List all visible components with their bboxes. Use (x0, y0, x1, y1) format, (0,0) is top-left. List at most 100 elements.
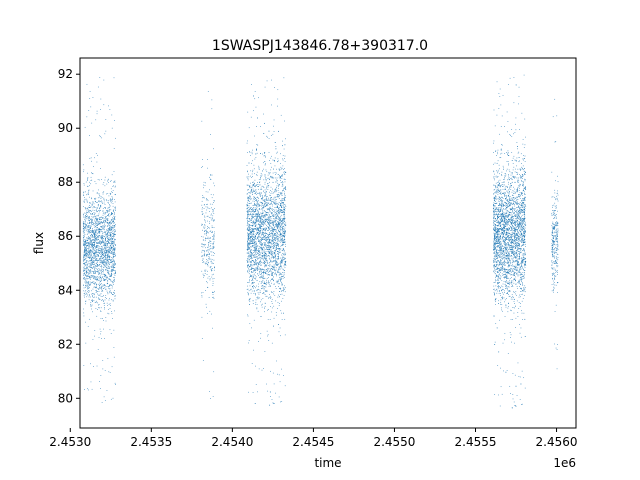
data-point (83, 244, 85, 245)
data-point (105, 217, 107, 218)
data-point (258, 211, 260, 213)
data-point (109, 228, 110, 230)
data-point (89, 235, 91, 237)
data-point (102, 193, 104, 195)
data-point (113, 252, 115, 253)
data-point (253, 319, 255, 321)
data-point (284, 198, 286, 200)
data-point (201, 255, 202, 257)
data-point (90, 271, 91, 273)
data-point (282, 260, 284, 262)
data-point (102, 242, 104, 243)
data-point (93, 236, 95, 238)
data-point (276, 275, 277, 277)
data-point (108, 261, 109, 263)
data-point (87, 177, 89, 178)
data-point (259, 205, 260, 207)
data-point (103, 270, 104, 272)
data-point (93, 230, 95, 232)
data-point (250, 250, 251, 252)
data-point (259, 269, 261, 270)
data-point (113, 210, 114, 212)
data-point (88, 254, 90, 256)
data-point (99, 232, 100, 234)
data-point (255, 235, 256, 237)
data-point (104, 256, 105, 257)
data-point (255, 233, 257, 235)
data-point (201, 208, 203, 210)
data-point (272, 159, 274, 161)
data-point (95, 266, 97, 267)
data-point (114, 270, 116, 272)
data-point (85, 249, 87, 251)
data-point (109, 329, 111, 331)
data-point (270, 223, 272, 224)
data-point (212, 246, 214, 248)
data-point (282, 253, 284, 254)
data-point (101, 290, 102, 292)
data-point (94, 157, 95, 159)
data-point (247, 212, 249, 213)
data-point (206, 254, 207, 255)
data-point (257, 233, 258, 234)
data-point (111, 311, 112, 312)
data-point (275, 231, 277, 233)
data-point (111, 238, 113, 240)
data-point (89, 221, 90, 223)
data-point (92, 248, 94, 249)
data-point (90, 282, 92, 284)
data-point (101, 201, 103, 203)
data-point (107, 262, 109, 264)
data-point (89, 258, 90, 259)
data-point (258, 205, 259, 207)
data-point (273, 293, 274, 295)
data-point (92, 311, 93, 313)
data-point (261, 197, 263, 199)
data-point (84, 279, 86, 281)
data-point (251, 84, 252, 85)
data-point (248, 203, 250, 204)
data-point (213, 200, 215, 201)
data-point (283, 191, 285, 193)
data-point (92, 203, 93, 205)
data-point (207, 264, 208, 266)
data-point (108, 251, 109, 253)
data-point (213, 237, 215, 239)
data-point (202, 224, 203, 225)
data-point (92, 251, 94, 253)
data-point (108, 273, 110, 275)
data-point (276, 239, 278, 240)
data-point (277, 227, 278, 228)
data-point (85, 244, 87, 246)
data-point (250, 249, 252, 251)
data-point (106, 268, 108, 269)
data-point (251, 236, 253, 238)
data-point (253, 215, 255, 217)
data-point (105, 221, 107, 223)
data-point (279, 232, 281, 234)
data-point (91, 220, 92, 221)
data-point (92, 263, 94, 265)
data-point (263, 368, 264, 369)
data-point (202, 246, 204, 248)
data-point (280, 265, 282, 267)
data-point (274, 226, 275, 228)
data-point (107, 219, 108, 220)
data-point (102, 258, 104, 259)
data-point (280, 260, 282, 262)
data-point (259, 221, 261, 223)
data-point (260, 333, 262, 335)
data-point (249, 281, 250, 283)
data-point (269, 216, 271, 218)
data-point (107, 238, 108, 239)
data-point (94, 261, 95, 263)
data-point (112, 227, 114, 229)
data-point (100, 98, 102, 100)
data-point (106, 259, 107, 261)
data-point (112, 300, 114, 302)
data-point (214, 235, 215, 237)
data-point (265, 205, 267, 207)
data-point (269, 211, 271, 213)
data-point (104, 256, 106, 258)
data-point (255, 247, 256, 248)
